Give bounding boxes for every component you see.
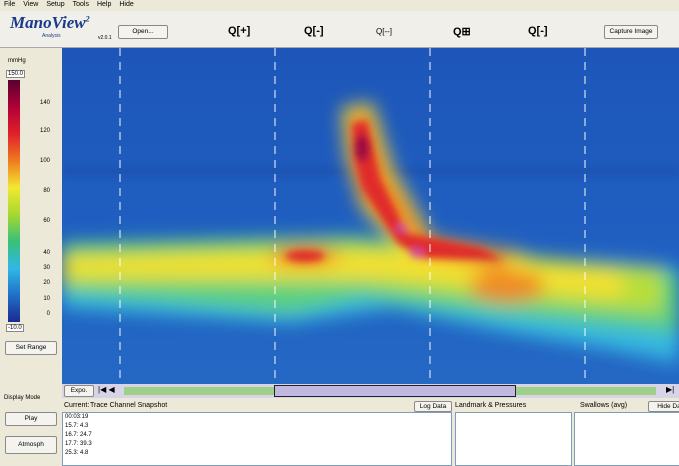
play-button[interactable]: Play xyxy=(5,412,57,426)
log-data-button[interactable]: Log Data xyxy=(414,401,452,412)
landmark-label: Landmark & Pressures xyxy=(455,402,526,409)
nav-buttons[interactable]: ▶| xyxy=(666,385,674,394)
logo-sup: 2 xyxy=(86,14,90,23)
zoom-button[interactable]: Q[--] xyxy=(376,27,392,36)
atmosph-button[interactable]: Atmosph xyxy=(5,436,57,454)
current-label: Current: xyxy=(64,402,89,409)
nav-buttons[interactable]: |◀ ◀ xyxy=(98,385,115,394)
menu-item[interactable]: Setup xyxy=(46,1,64,11)
set-range-button[interactable]: Set Range xyxy=(5,341,57,355)
tick-label: 120 xyxy=(24,128,50,134)
tick-label: 10 xyxy=(24,296,50,302)
zoom-button[interactable]: Q⊞ xyxy=(453,25,471,38)
timeline-selection[interactable] xyxy=(274,385,516,397)
toolbar: ManoView2 Analysis v2.0.1 Open... Q[+] Q… xyxy=(0,11,679,48)
menu-item[interactable]: View xyxy=(23,1,38,11)
logo-sub: Analysis xyxy=(42,33,61,39)
export-button[interactable]: Expo. xyxy=(64,385,94,397)
zoom-button[interactable]: Q[+] xyxy=(228,25,250,37)
color-scale xyxy=(8,80,20,322)
log-entry: 15.7: 4.3 xyxy=(63,422,451,431)
open-button[interactable]: Open... xyxy=(118,25,168,39)
unit: mmHg xyxy=(8,58,26,64)
timeline-segment xyxy=(124,387,274,395)
display-mode-label: Display Mode xyxy=(4,395,40,401)
log-entry: 25.3: 4.8 xyxy=(63,449,451,458)
log-entry: 00:03:19 xyxy=(63,413,451,422)
log-entry: 17.7: 39.3 xyxy=(63,440,451,449)
logo-text: ManoView xyxy=(10,13,86,32)
hide-button[interactable]: Hide Da xyxy=(648,401,679,412)
menu-item[interactable]: File xyxy=(4,1,15,11)
swallows-list[interactable] xyxy=(574,412,679,466)
timeline-segment xyxy=(516,387,656,395)
tick-label: 80 xyxy=(24,188,50,194)
menu-item[interactable]: Hide xyxy=(119,1,133,11)
timeline: Expo. |◀ ◀ ▶| xyxy=(62,384,679,398)
app: File View Setup Tools Help Hide ManoView2 Ana… xyxy=(0,0,679,466)
tick-label: 100 xyxy=(24,158,50,164)
menu-item[interactable]: Tools xyxy=(73,1,89,11)
range-max[interactable]: 150.0 xyxy=(6,70,25,78)
capture-button[interactable]: Capture Image xyxy=(604,25,658,39)
swallows-label: Swallows (avg) xyxy=(580,402,627,409)
tick-label: 20 xyxy=(24,280,50,286)
logo: ManoView2 xyxy=(10,13,90,33)
menu-bar: File View Setup Tools Help Hide xyxy=(4,1,134,11)
zoom-button[interactable]: Q[-] xyxy=(528,25,548,37)
menu-item[interactable]: Help xyxy=(97,1,111,11)
tick-label: 140 xyxy=(24,100,50,106)
bottom-panel: Current: Trace Channel Snapshot Log Data… xyxy=(62,400,679,466)
mode-label: Trace Channel Snapshot xyxy=(90,402,167,409)
range-min[interactable]: -10.0 xyxy=(6,324,24,332)
tick-label: 0 xyxy=(24,311,50,317)
tick-label: 40 xyxy=(24,250,50,256)
tick-label: 30 xyxy=(24,265,50,271)
log-entry: 16.7: 24.7 xyxy=(63,431,451,440)
version: v2.0.1 xyxy=(98,35,112,41)
pressure-topography xyxy=(62,48,679,384)
landmark-list[interactable] xyxy=(455,412,572,466)
zoom-button[interactable]: Q[-] xyxy=(304,25,324,37)
tick-label: 60 xyxy=(24,218,50,224)
